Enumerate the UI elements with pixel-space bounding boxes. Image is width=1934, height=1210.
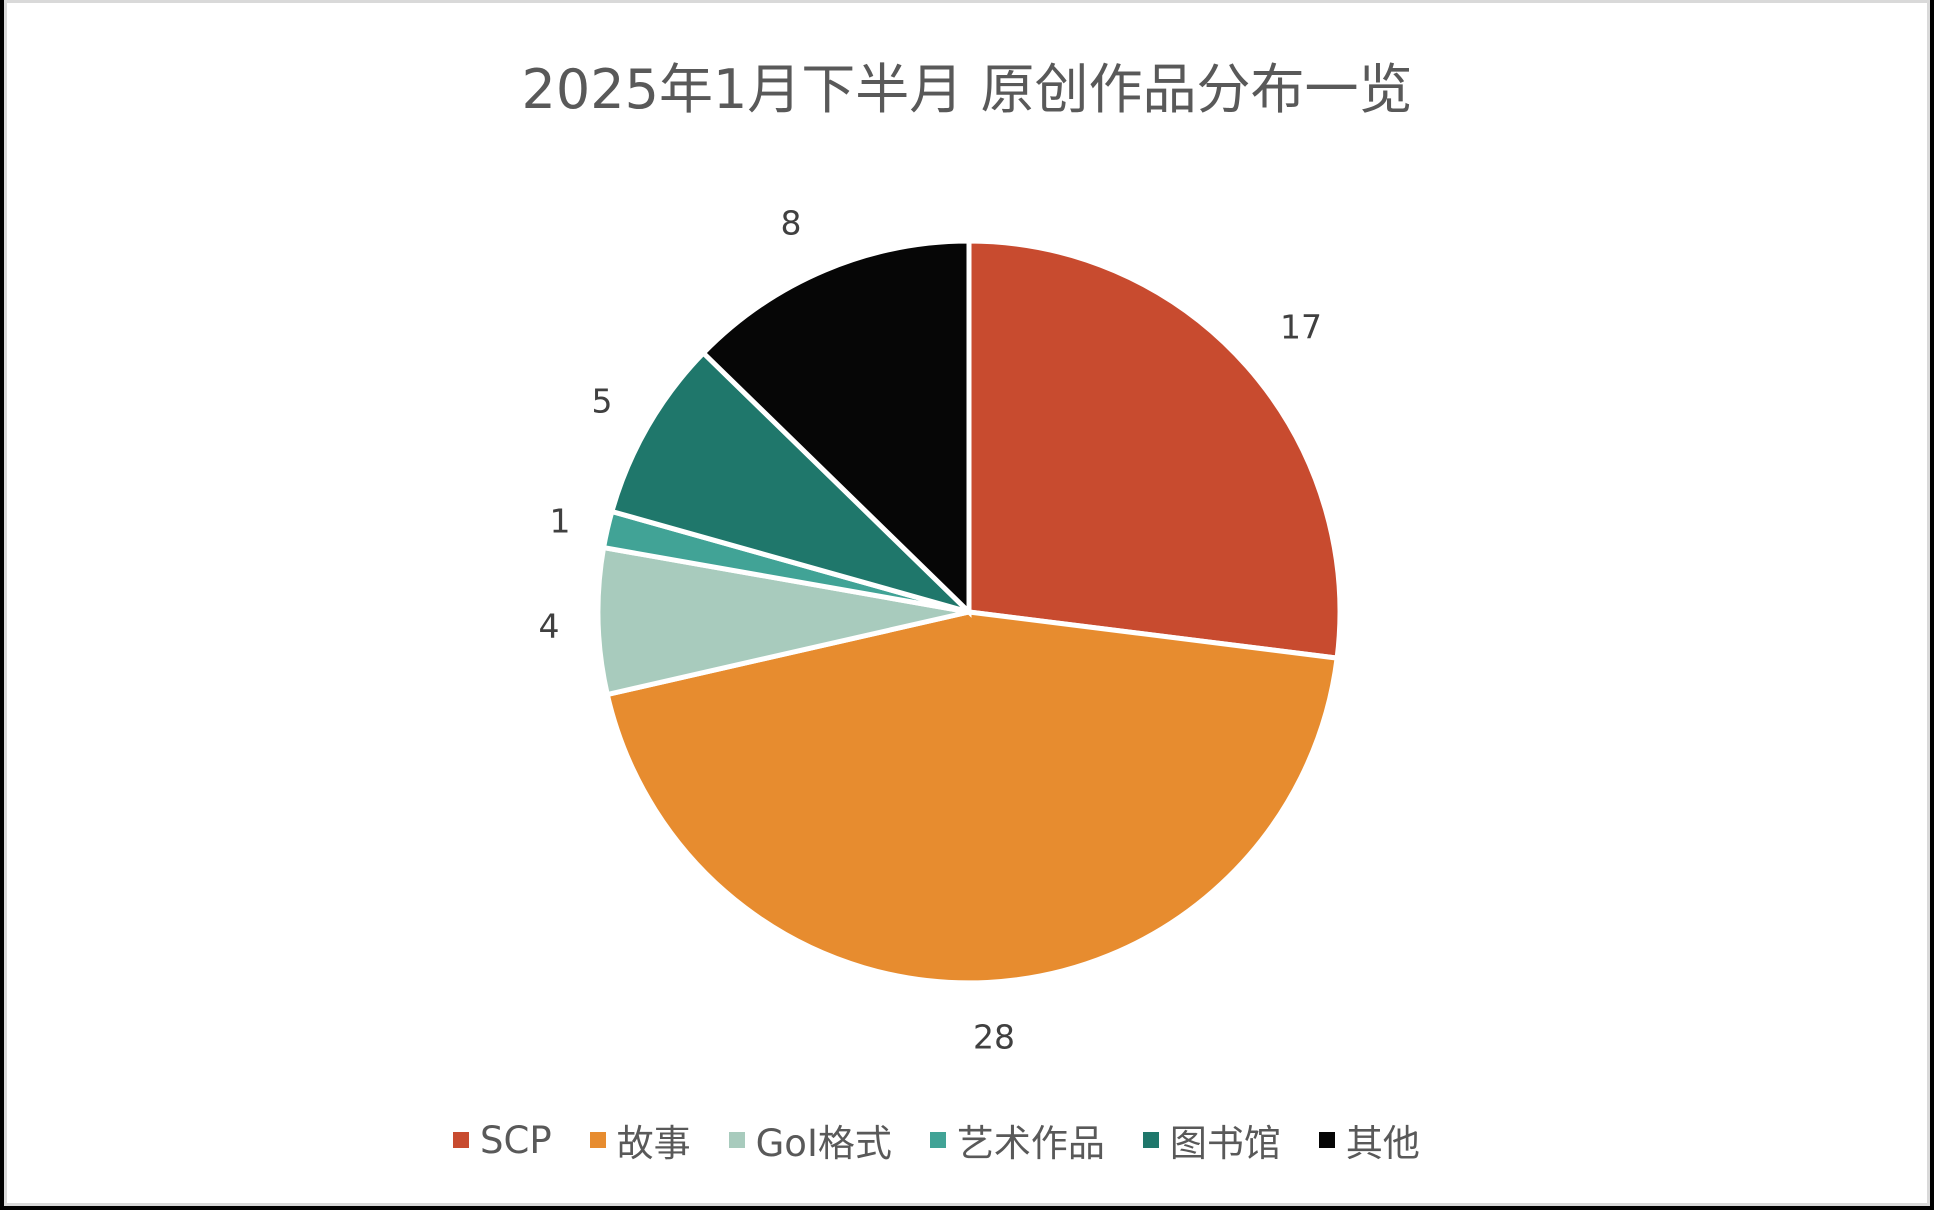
legend-label: 故事 <box>616 1122 691 1165</box>
legend-item-story[interactable]: 故事 <box>589 1113 691 1167</box>
chart-area: 2025年1月下半月 原创作品分布一览 17 28 4 1 5 8 SCP <box>7 3 1927 1203</box>
data-label-scp: 17 <box>1280 307 1322 347</box>
slice-other[interactable] <box>699 238 972 618</box>
legend-label: SCP <box>480 1118 552 1162</box>
legend-item-scp[interactable]: SCP <box>453 1119 552 1162</box>
chart-frame: 2025年1月下半月 原创作品分布一览 17 28 4 1 5 8 SCP <box>4 0 1930 1206</box>
data-label-story: 28 <box>973 1017 1015 1057</box>
data-label-art: 1 <box>549 501 571 541</box>
legend-marker-icon <box>453 1132 469 1148</box>
legend: SCP 故事 GoI格式 艺术作品 图书馆 其他 <box>453 1117 1458 1165</box>
legend-item-other[interactable]: 其他 <box>1318 1113 1420 1167</box>
legend-marker-icon <box>1142 1132 1159 1148</box>
legend-marker-icon <box>1318 1132 1335 1148</box>
legend-item-library[interactable]: 图书馆 <box>1142 1113 1281 1167</box>
legend-label: 艺术作品 <box>956 1122 1105 1165</box>
legend-marker-icon <box>929 1132 946 1148</box>
slice-goi[interactable] <box>595 544 970 698</box>
pie-chart <box>595 238 1343 986</box>
legend-item-goi[interactable]: GoI格式 <box>728 1113 892 1167</box>
legend-marker-icon <box>728 1132 745 1148</box>
chart-title: 2025年1月下半月 原创作品分布一览 <box>521 58 1413 121</box>
legend-label: GoI格式 <box>755 1122 892 1165</box>
data-label-goi: 4 <box>538 606 560 646</box>
data-label-other: 8 <box>780 203 802 243</box>
slice-scp[interactable] <box>966 238 1343 661</box>
legend-label: 其他 <box>1345 1122 1420 1165</box>
slice-story[interactable] <box>604 609 1340 986</box>
slice-library[interactable] <box>608 349 971 615</box>
data-label-library: 5 <box>591 381 613 421</box>
legend-marker-icon <box>589 1132 606 1148</box>
legend-item-art[interactable]: 艺术作品 <box>929 1113 1105 1167</box>
legend-label: 图书馆 <box>1169 1122 1281 1165</box>
